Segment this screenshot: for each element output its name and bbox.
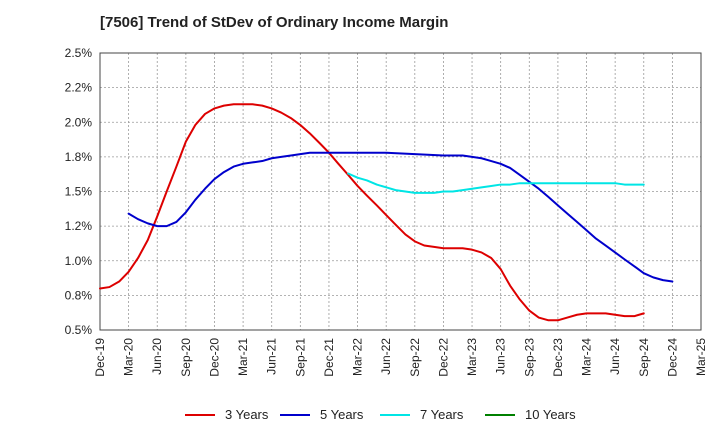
x-tick-label: Mar-25	[694, 338, 708, 376]
y-tick-label: 1.2%	[65, 219, 93, 233]
x-tick-label: Dec-20	[207, 338, 221, 377]
x-tick-label: Mar-21	[236, 338, 250, 376]
x-tick-label: Dec-23	[551, 338, 565, 377]
legend-label: 7 Years	[420, 407, 464, 422]
y-tick-label: 2.2%	[65, 81, 93, 95]
y-tick-label: 1.0%	[65, 254, 93, 268]
legend-label: 5 Years	[320, 407, 364, 422]
legend-label: 3 Years	[225, 407, 269, 422]
x-tick-label: Dec-21	[322, 338, 336, 377]
y-tick-label: 1.8%	[65, 150, 93, 164]
chart-title: [7506] Trend of StDev of Ordinary Income…	[100, 14, 449, 31]
y-tick-label: 0.8%	[65, 288, 93, 302]
y-tick-label: 2.0%	[65, 115, 93, 129]
x-tick-label: Jun-20	[150, 338, 164, 375]
x-tick-label: Jun-24	[608, 338, 622, 375]
series-line-3-years	[99, 103, 645, 322]
x-tick-label: Jun-21	[265, 338, 279, 375]
y-tick-label: 2.5%	[65, 46, 93, 60]
series-line-5-years	[127, 151, 674, 283]
x-tick-label: Dec-22	[436, 338, 450, 377]
legend-label: 10 Years	[525, 407, 576, 422]
x-tick-label: Jun-22	[379, 338, 393, 375]
x-tick-label: Mar-24	[580, 338, 594, 376]
x-tick-label: Sep-23	[522, 338, 536, 377]
x-tick-label: Sep-24	[637, 338, 651, 377]
x-tick-label: Dec-19	[93, 338, 107, 377]
x-tick-label: Sep-22	[408, 338, 422, 377]
x-tick-label: Mar-23	[465, 338, 479, 376]
plot-border	[99, 52, 702, 331]
y-tick-label: 0.5%	[65, 323, 93, 337]
x-tick-label: Mar-22	[351, 338, 365, 376]
x-tick-label: Sep-21	[293, 338, 307, 377]
x-tick-label: Jun-23	[494, 338, 508, 375]
y-tick-label: 1.5%	[65, 185, 93, 199]
x-tick-label: Sep-20	[179, 338, 193, 377]
x-tick-label: Dec-24	[665, 338, 679, 377]
series-line-7-years	[347, 172, 645, 194]
x-tick-label: Mar-20	[122, 338, 136, 376]
